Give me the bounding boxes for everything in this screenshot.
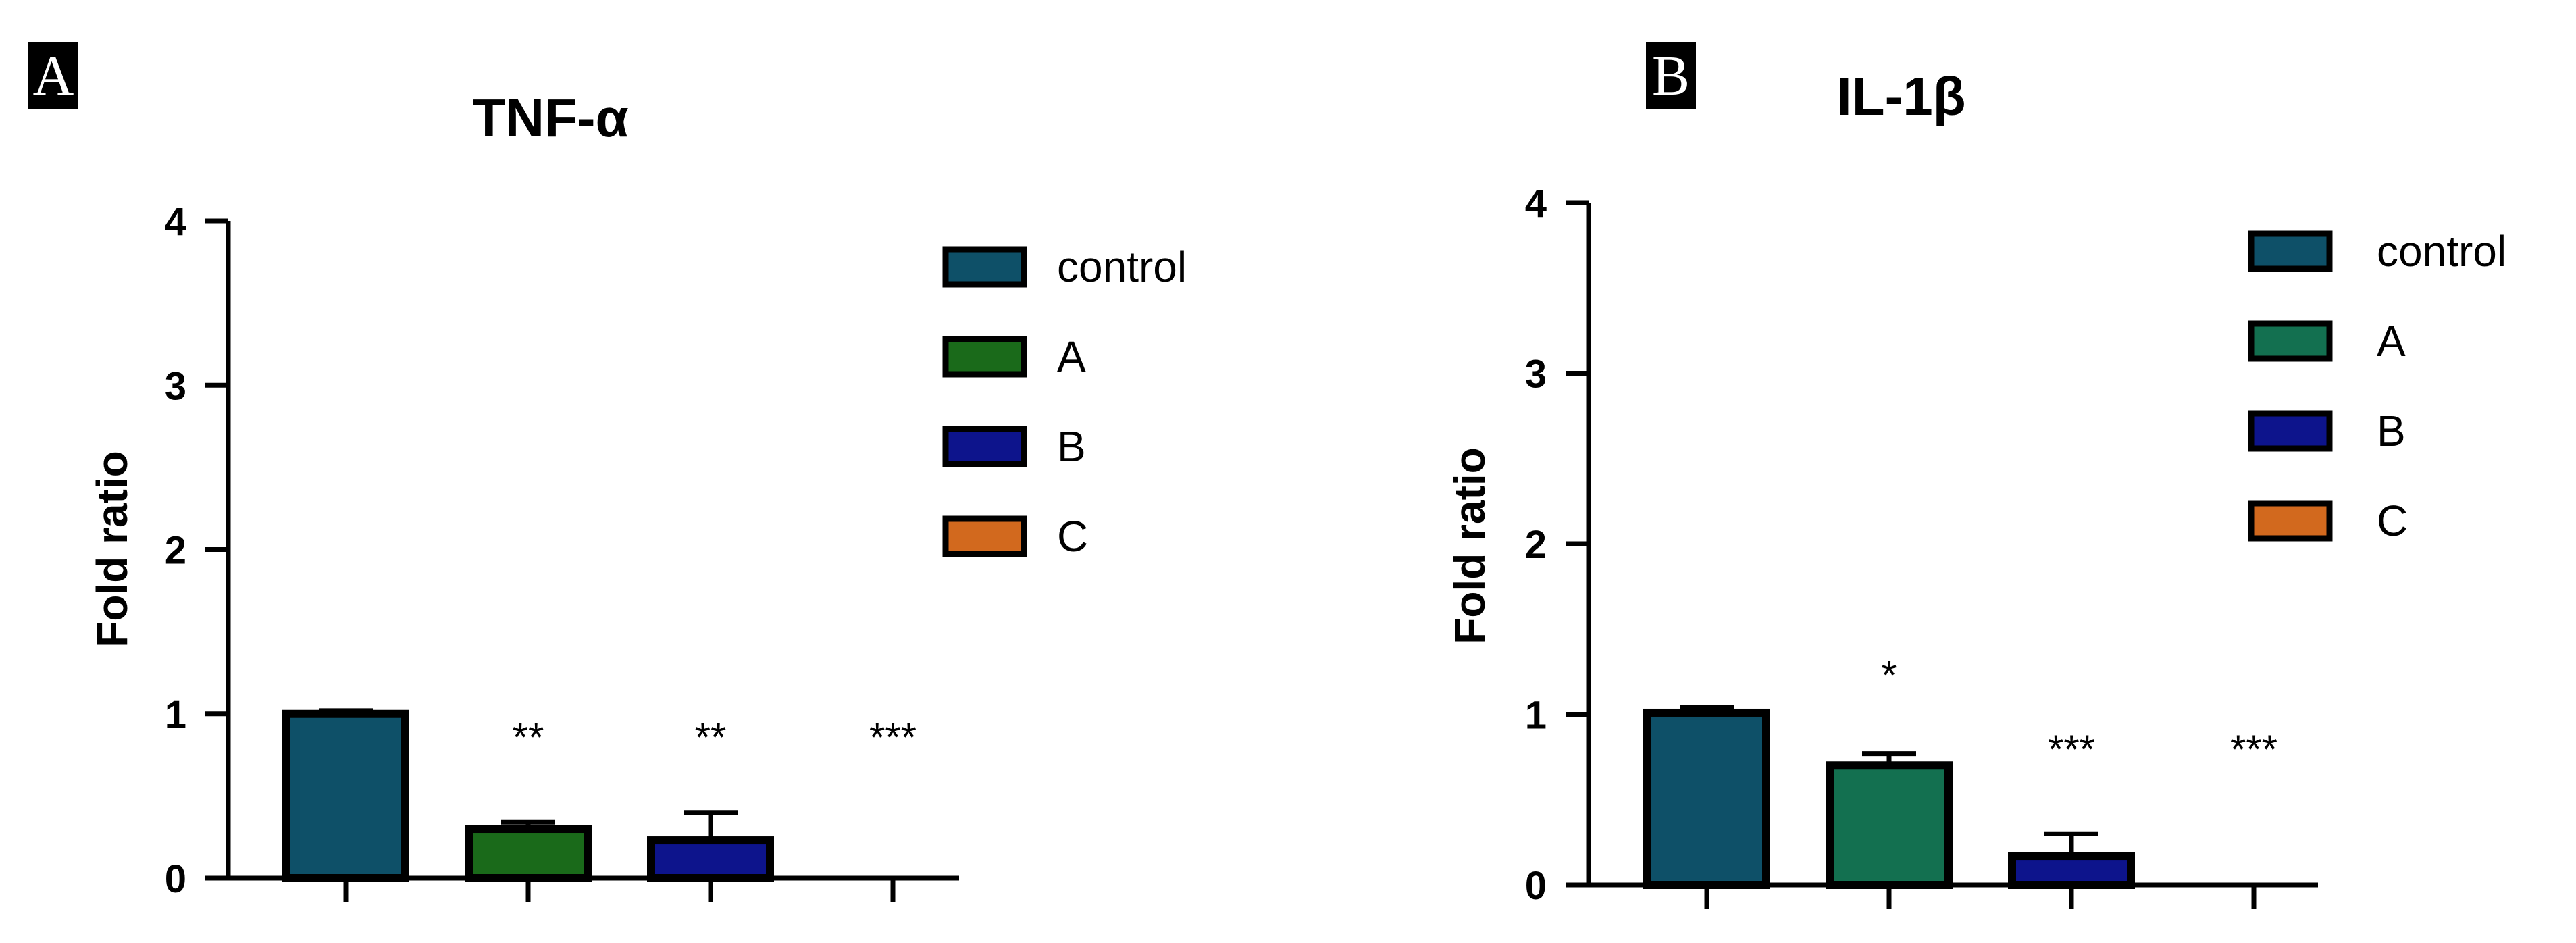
legend-swatch <box>2248 230 2333 272</box>
legend-label: A <box>1057 332 1086 381</box>
legend-swatch <box>2248 320 2333 362</box>
y-tick-label: 1 <box>1525 694 1547 738</box>
significance-label: ** <box>695 715 727 760</box>
y-axis-ticks: 0 1 2 3 4 <box>165 200 228 901</box>
y-tick-label: 0 <box>165 857 186 901</box>
bar-A <box>1826 761 1953 889</box>
y-axis-ticks: 0 1 2 3 4 <box>1525 182 1589 908</box>
significance-label: *** <box>869 715 917 760</box>
significance-label: ** <box>513 715 544 760</box>
panel-label: B <box>1652 45 1690 107</box>
bar-B <box>2008 852 2135 889</box>
panel-label: A <box>33 45 74 107</box>
x-axis-ticks <box>1704 885 2257 909</box>
y-tick-label: 2 <box>165 529 186 573</box>
bar-control <box>282 709 409 882</box>
bar-group <box>1643 705 2135 889</box>
significance-group: ******* <box>513 715 917 760</box>
legend-label: A <box>2377 317 2406 365</box>
legend-item: B <box>942 422 1086 471</box>
y-tick-label: 1 <box>165 693 186 737</box>
bar-group <box>282 708 774 883</box>
legend-label: C <box>2377 496 2408 545</box>
bar-B <box>647 836 774 882</box>
y-tick-label: 3 <box>1525 353 1547 397</box>
legend-label: control <box>1057 243 1187 291</box>
y-tick-label: 4 <box>1525 182 1547 226</box>
legend-item: control <box>942 243 1187 291</box>
chart-title: IL-1β <box>1836 66 1965 126</box>
significance-label: *** <box>2230 727 2277 772</box>
panel-label-badge: A <box>28 42 78 109</box>
legend-swatch <box>942 426 1027 467</box>
legend-label: C <box>1057 512 1088 561</box>
y-tick-label: 0 <box>1525 864 1547 908</box>
legend-swatch <box>942 515 1027 557</box>
y-tick-label: 2 <box>1525 523 1547 567</box>
legend: control ABC <box>942 243 1187 561</box>
legend-item: C <box>2248 496 2408 545</box>
legend-label: B <box>2377 407 2406 455</box>
y-axis-label: Fold ratio <box>88 451 136 648</box>
bar-control <box>1643 708 1770 889</box>
legend-swatch <box>2248 410 2333 452</box>
legend-item: B <box>2248 407 2406 455</box>
legend-item: C <box>942 512 1088 561</box>
significance-group: ******* <box>1881 653 2277 772</box>
legend-swatch <box>942 246 1027 288</box>
legend-item: A <box>942 332 1086 381</box>
y-tick-label: 3 <box>165 364 186 408</box>
chart-title: TNF-α <box>472 88 628 148</box>
panel-label-badge: B <box>1646 42 1696 109</box>
significance-label: * <box>1881 653 1897 698</box>
legend: control ABC <box>2248 227 2506 545</box>
legend-label: B <box>1057 422 1086 471</box>
legend-item: A <box>2248 317 2406 365</box>
legend-item: control <box>2248 227 2506 276</box>
legend-swatch <box>2248 500 2333 542</box>
y-axis-label: Fold ratio <box>1445 447 1494 644</box>
bar-A <box>465 825 592 883</box>
legend-label: control <box>2377 227 2506 276</box>
significance-label: *** <box>2048 727 2095 772</box>
legend-swatch <box>942 336 1027 378</box>
y-tick-label: 4 <box>165 200 186 244</box>
x-axis-ticks <box>343 878 896 902</box>
